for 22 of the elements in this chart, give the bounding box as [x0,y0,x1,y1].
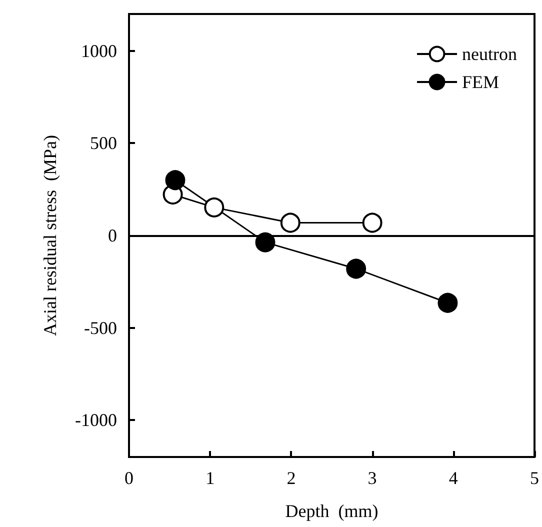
y-tick-label: -500 [84,318,117,338]
x-tick-label: 3 [368,468,377,488]
point [280,212,300,233]
y-axis-title: Axial residual stress (MPa) [40,135,60,336]
point [255,232,276,252]
point [204,197,224,218]
point [438,292,458,313]
y-tick-label: 0 [108,226,117,246]
legend-label: neutron [462,44,517,64]
x-tick-label: 4 [448,468,458,488]
legend-label: FEM [462,72,500,92]
x-tick-label: 5 [530,468,539,488]
y-tick-label: 500 [90,133,117,154]
point [346,258,366,279]
y-tick-label: 1000 [81,40,117,61]
y-tick-label: -1000 [75,410,117,430]
point [165,170,186,190]
point [362,212,382,233]
x-tick-label: 1 [206,468,215,488]
x-tick-label: 2 [286,468,296,488]
x-axis-title: Depth (mm) [285,501,378,521]
x-tick-label: 0 [124,468,134,488]
